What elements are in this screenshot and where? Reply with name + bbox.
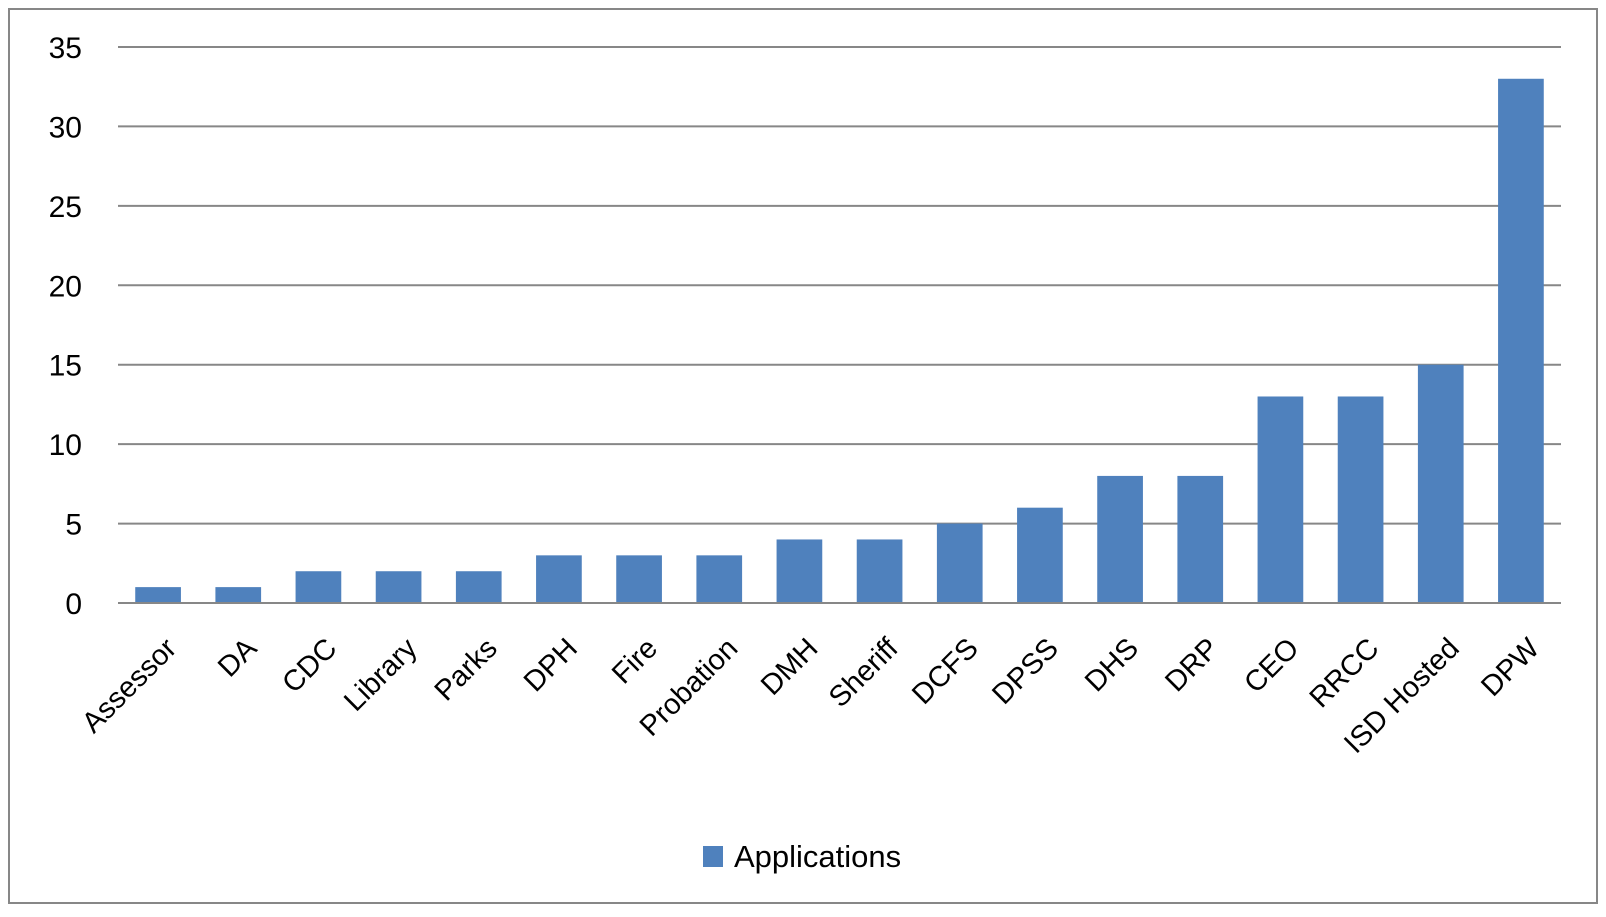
bar-dcfs bbox=[936, 523, 983, 603]
bar-dmh bbox=[776, 539, 823, 603]
bar-probation bbox=[696, 555, 743, 603]
bars bbox=[135, 78, 1544, 604]
bar-ceo bbox=[1257, 396, 1304, 603]
chart-frame bbox=[8, 8, 1598, 904]
y-axis-ticks: 0 5 10 15 20 25 30 35 bbox=[49, 32, 82, 621]
bar-parks bbox=[455, 571, 502, 603]
gridlines bbox=[118, 46, 1561, 525]
legend: Applications bbox=[703, 839, 901, 874]
bar-fire bbox=[616, 555, 662, 603]
bar-dpw bbox=[1498, 78, 1544, 604]
legend-label: Applications bbox=[734, 839, 901, 874]
bar-cdc bbox=[295, 571, 342, 603]
legend-swatch bbox=[703, 846, 723, 867]
y-tick-label: 15 bbox=[49, 350, 82, 383]
y-tick-label: 20 bbox=[49, 270, 82, 303]
y-tick-label: 0 bbox=[65, 588, 82, 621]
bar-dph bbox=[536, 555, 582, 603]
bar-library bbox=[375, 571, 422, 603]
bar-dpss bbox=[1017, 507, 1063, 603]
y-tick-label: 10 bbox=[49, 429, 82, 462]
y-tick-label: 30 bbox=[49, 111, 82, 144]
y-tick-label: 5 bbox=[65, 509, 82, 542]
bar-drp bbox=[1177, 475, 1224, 603]
bar-assessor bbox=[135, 587, 181, 603]
bar-isd-hosted bbox=[1417, 364, 1464, 603]
bar-da bbox=[215, 587, 262, 603]
y-tick-label: 35 bbox=[49, 32, 82, 65]
bar-dhs bbox=[1097, 475, 1143, 603]
bar-sheriff bbox=[856, 539, 903, 603]
bar-rrcc bbox=[1337, 396, 1384, 603]
y-tick-label: 25 bbox=[49, 191, 82, 224]
